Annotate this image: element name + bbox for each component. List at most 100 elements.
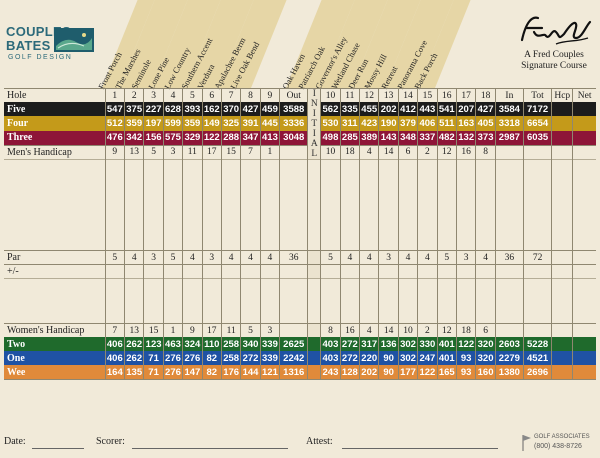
scorer-label: Scorer:	[96, 436, 125, 447]
hole-number: 1	[104, 88, 125, 103]
fred-couples-signature	[520, 16, 592, 45]
score-cell: 482	[436, 130, 457, 146]
golf-flag-icon	[522, 435, 531, 451]
score-cell: 162	[201, 102, 222, 117]
blank-cell	[240, 278, 261, 324]
score-cell: 4	[123, 250, 144, 265]
logo-line-2: BATES	[6, 38, 51, 53]
score-cell: 2242	[279, 351, 308, 365]
score-cell: 122	[455, 337, 476, 351]
blank-cell	[455, 159, 476, 251]
row-label: Two	[7, 338, 26, 350]
blank-cell	[339, 159, 360, 251]
score-cell: 406	[104, 337, 125, 351]
score-cell: 337	[417, 130, 438, 146]
score-cell: 412	[397, 102, 418, 117]
score-cell: 122	[201, 130, 222, 146]
score-cell	[572, 264, 596, 279]
blank-cell	[397, 159, 418, 251]
score-cell	[551, 116, 573, 131]
blank-cell	[123, 159, 144, 251]
score-cell	[279, 264, 308, 279]
scorecard-table: Hole 1 2 3 4 5 6 7 8 9 Out INITIAL 10 11 12 13 14 15 16 17 1…	[4, 88, 596, 380]
blank-cell	[551, 278, 573, 324]
score-cell	[522, 323, 552, 337]
blank-cell	[123, 278, 144, 324]
score-cell: 9	[104, 144, 125, 160]
score-cell: 4	[359, 144, 379, 160]
score-cell	[240, 264, 261, 279]
blank-cell	[104, 278, 125, 324]
couples-bates-logo: COUPLES BATES GOLF DESIGN	[6, 24, 98, 70]
score-cell: 121	[259, 365, 280, 380]
score-cell: 512	[104, 116, 125, 131]
blank-cell	[339, 278, 360, 324]
score-cell: 18	[455, 323, 476, 337]
blank-cell	[307, 278, 321, 324]
score-cell	[279, 144, 308, 160]
hole-number: 3	[143, 88, 164, 103]
score-cell: 90	[378, 351, 399, 365]
score-cell: 258	[220, 337, 241, 351]
score-cell: 72	[522, 250, 552, 265]
score-cell: 276	[162, 365, 183, 380]
hole-label: Hole	[4, 88, 106, 103]
score-cell: 476	[104, 130, 125, 146]
hole-number: Out	[279, 88, 308, 103]
score-cell	[551, 102, 573, 117]
score-cell: 14	[378, 323, 399, 337]
score-cell: 628	[162, 102, 183, 117]
score-cell: 2279	[494, 351, 524, 365]
score-cell: 455	[359, 102, 379, 117]
score-cell: 258	[220, 351, 241, 365]
attest-label: Attest:	[306, 436, 333, 447]
golf-associates-name: GOLF ASSOCIATES	[534, 434, 590, 440]
score-cell: 156	[143, 130, 164, 146]
score-cell: 423	[359, 116, 379, 131]
score-cell: 2603	[494, 337, 524, 351]
score-cell	[201, 264, 222, 279]
hole-number: 10	[320, 88, 341, 103]
score-cell: 1	[162, 323, 183, 337]
blank-cell	[494, 278, 524, 324]
score-cell: 123	[143, 337, 164, 351]
hole-number: Tot	[522, 88, 552, 103]
row-two: Two 406 262 123 463 324 110 258 340 339 2625 403 272…	[4, 337, 596, 351]
score-cell: 3318	[494, 116, 524, 131]
score-cell: 3588	[279, 102, 308, 117]
score-cell	[572, 250, 596, 265]
logo-line-3: GOLF DESIGN	[8, 54, 73, 61]
blank-cell	[259, 278, 280, 324]
score-cell: 3	[259, 323, 280, 337]
score-cell	[123, 264, 144, 279]
blank-cell	[4, 159, 106, 251]
score-cell: 2987	[494, 130, 524, 146]
score-cell: 339	[259, 337, 280, 351]
score-cell: 288	[220, 130, 241, 146]
score-cell: 110	[201, 337, 222, 351]
score-cell: 16	[455, 144, 476, 160]
score-cell	[494, 264, 524, 279]
row-label: Par	[4, 250, 106, 265]
score-cell	[475, 264, 496, 279]
date-label: Date:	[4, 436, 26, 447]
blank-cell	[436, 278, 457, 324]
score-cell: 511	[436, 116, 457, 131]
score-cell	[162, 264, 183, 279]
score-cell	[494, 144, 524, 160]
hole-number: 14	[397, 88, 418, 103]
score-cell: 8	[320, 323, 341, 337]
score-cell	[551, 130, 573, 146]
hole-number: Hcp	[551, 88, 573, 103]
score-cell: 340	[240, 337, 261, 351]
score-cell: 2	[417, 144, 438, 160]
score-cell: 262	[123, 337, 144, 351]
score-cell: 401	[436, 337, 457, 351]
blank-cell	[417, 278, 438, 324]
score-cell: 530	[320, 116, 341, 131]
initial-cell	[307, 323, 321, 337]
blank-cell	[220, 278, 241, 324]
blank-cell	[551, 159, 573, 251]
blank-cell	[307, 159, 321, 251]
score-cell	[259, 264, 280, 279]
